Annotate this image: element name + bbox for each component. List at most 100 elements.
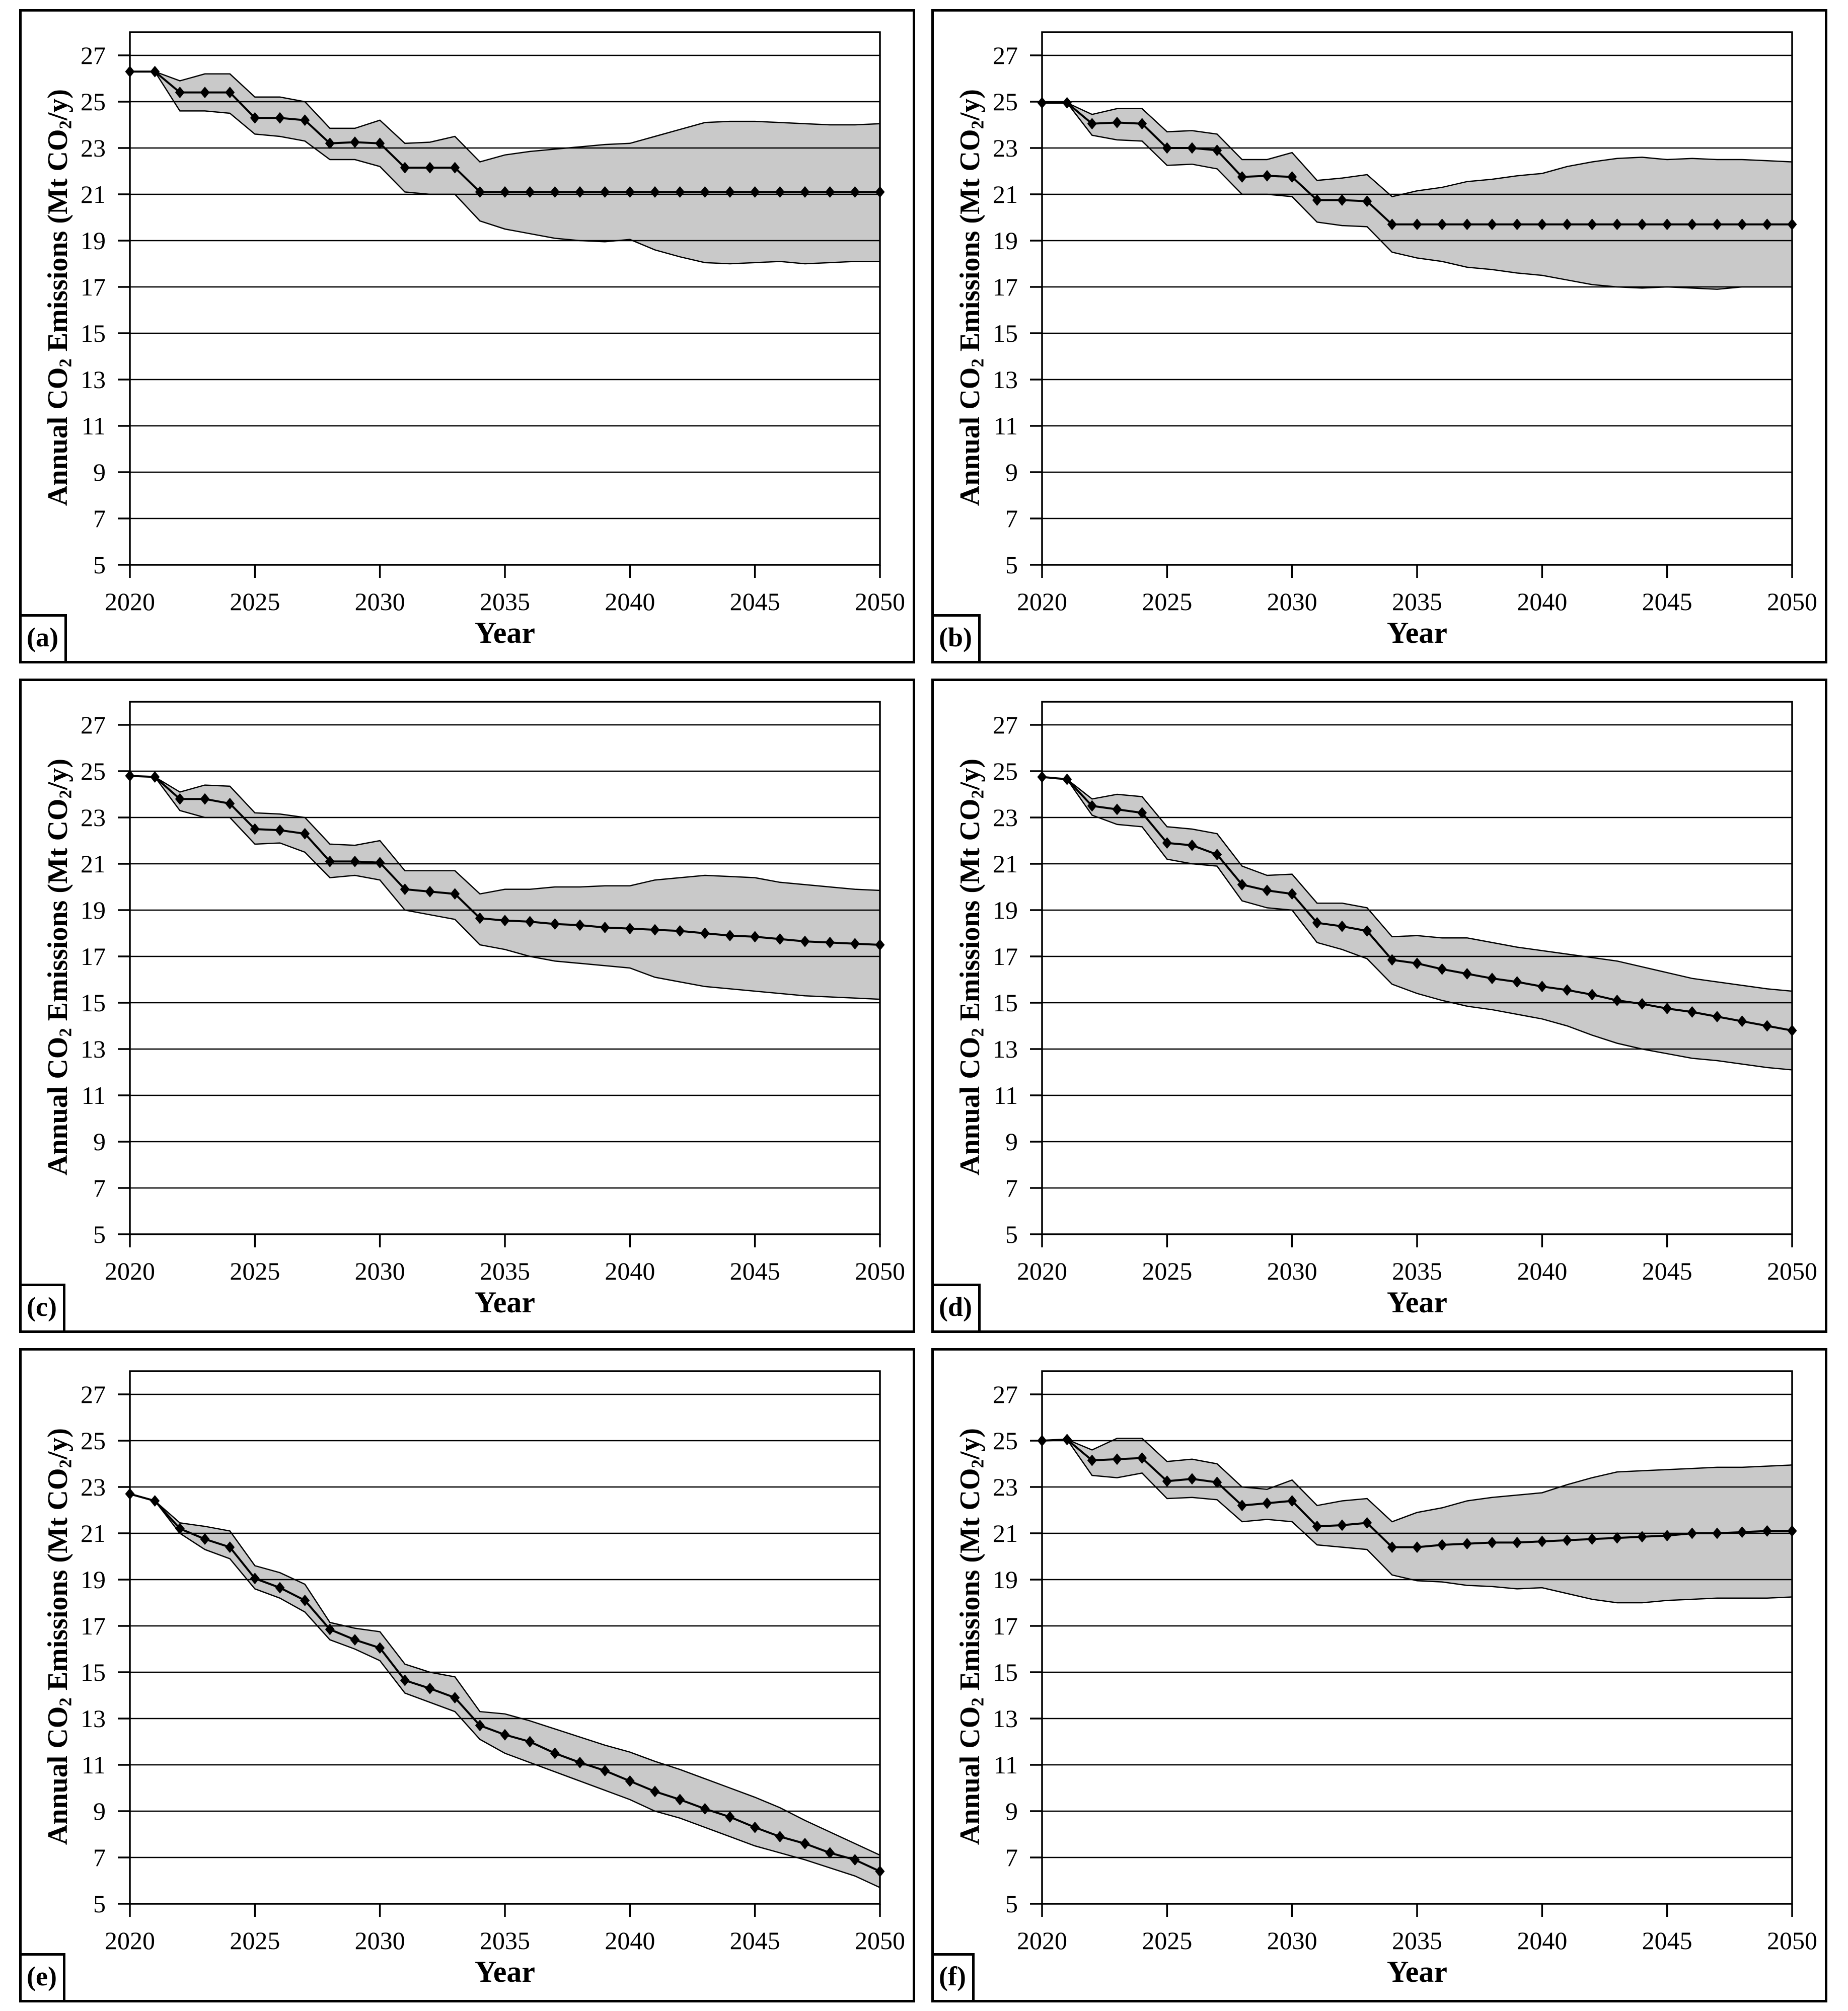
y-tick-label: 13 <box>81 1035 106 1063</box>
data-point-marker <box>1437 1539 1447 1551</box>
y-tick-label: 23 <box>81 1473 106 1501</box>
data-point-marker <box>1187 1473 1197 1485</box>
data-point-marker <box>1337 194 1347 206</box>
data-point-marker <box>875 1866 885 1878</box>
uncertainty-band <box>1042 103 1792 289</box>
co2-subscript: 2 <box>55 120 76 129</box>
data-point-marker <box>575 919 585 931</box>
y-axis-title-text: Annual CO <box>42 367 73 506</box>
data-point-marker <box>625 1775 635 1787</box>
x-axis-title: Year <box>475 1955 535 1988</box>
y-axis-title-text: Annual CO <box>954 1036 986 1176</box>
y-tick-label: 9 <box>93 1797 106 1825</box>
co2-subscript: 2 <box>968 1697 988 1706</box>
x-tick-label: 2030 <box>355 1926 405 1955</box>
y-axis-title: Annual CO2 Emissions (Mt CO2/y) <box>39 1360 77 1913</box>
y-tick-label: 17 <box>81 942 106 971</box>
data-point-marker <box>1787 218 1797 231</box>
x-tick-label: 2030 <box>1267 587 1317 616</box>
data-point-marker <box>1737 1015 1747 1027</box>
data-point-marker <box>1712 218 1722 231</box>
y-tick-label: 17 <box>81 1612 106 1640</box>
data-point-marker <box>1262 884 1272 897</box>
x-tick-label: 2035 <box>480 587 530 616</box>
x-tick-label: 2040 <box>1517 1257 1567 1285</box>
x-tick-label: 2025 <box>1142 587 1192 616</box>
y-tick-label: 5 <box>93 551 106 579</box>
data-point-marker <box>600 1765 610 1776</box>
data-point-marker <box>325 137 335 150</box>
y-tick-label: 25 <box>993 1427 1018 1455</box>
data-point-marker <box>1537 981 1547 993</box>
chart-panel-a: 5 7 9 11 13 15 17 19 21 23 25 27 2020 2025 2030 2035 204… <box>19 9 915 663</box>
data-point-marker <box>1687 1006 1697 1018</box>
y-tick-label: 13 <box>993 1035 1018 1063</box>
data-point-marker <box>400 1674 410 1686</box>
data-point-marker <box>1387 218 1397 231</box>
data-point-marker <box>1462 968 1472 980</box>
x-tick-label: 2025 <box>1142 1926 1192 1955</box>
co2-subscript: 2 <box>968 120 988 129</box>
y-axis-title-text: Annual CO <box>42 1036 73 1176</box>
co2-subscript: 2 <box>55 358 76 367</box>
data-point-marker <box>725 930 735 942</box>
data-point-marker <box>825 1847 835 1859</box>
data-point-marker <box>1437 963 1447 975</box>
y-tick-label: 13 <box>993 365 1018 394</box>
x-tick-label: 2030 <box>1267 1926 1317 1955</box>
data-point-marker <box>1037 97 1047 109</box>
data-point-marker <box>225 797 235 809</box>
band-upper-edge <box>129 775 880 895</box>
y-axis-title-text: Annual CO <box>954 1706 986 1845</box>
co2-subscript: 2 <box>968 1028 988 1037</box>
data-point-marker <box>875 186 885 198</box>
x-tick-label: 2025 <box>230 1257 280 1285</box>
panel-letter-label: (c) <box>19 1284 65 1333</box>
x-tick-label: 2020 <box>1017 587 1067 616</box>
data-point-marker <box>1387 1541 1397 1553</box>
data-point-marker <box>1062 1434 1072 1446</box>
chart-panel-d: 5 7 9 11 13 15 17 19 21 23 25 27 2020 2025 2030 2035 204… <box>931 679 1827 1333</box>
data-point-marker <box>175 793 185 805</box>
data-point-marker <box>1112 1453 1122 1465</box>
data-point-marker <box>1162 142 1172 154</box>
x-axis-title: Year <box>475 616 535 649</box>
y-tick-label: 15 <box>81 1658 106 1686</box>
y-tick-label: 11 <box>994 412 1018 440</box>
y-axis-title-text: Emissions (Mt CO <box>42 129 73 359</box>
data-point-marker <box>275 1582 285 1594</box>
data-point-marker <box>1537 1535 1547 1547</box>
y-tick-label: 23 <box>81 803 106 832</box>
data-point-marker <box>1562 1534 1572 1546</box>
x-tick-label: 2025 <box>1142 1257 1192 1285</box>
y-tick-label: 23 <box>993 134 1018 162</box>
x-tick-label: 2025 <box>230 1926 280 1955</box>
x-tick-label: 2030 <box>355 1257 405 1285</box>
data-point-marker <box>1587 989 1597 1001</box>
data-point-marker <box>675 925 685 937</box>
chart-plot-e: 5 7 9 11 13 15 17 19 21 23 25 27 2020 2025 2030 2035 204… <box>81 1370 905 1955</box>
data-point-marker <box>150 65 160 78</box>
data-point-marker <box>575 1756 585 1768</box>
data-point-marker <box>550 186 560 198</box>
co2-subscript: 2 <box>968 790 988 799</box>
x-tick-label: 2045 <box>1642 1257 1692 1285</box>
y-tick-label: 5 <box>1005 551 1018 579</box>
data-point-marker <box>450 1692 460 1704</box>
data-point-marker <box>1312 1520 1322 1532</box>
x-tick-label: 2020 <box>105 1926 155 1955</box>
data-point-marker <box>1762 1525 1772 1537</box>
band-lower-edge <box>130 70 880 265</box>
data-point-marker <box>1062 773 1072 785</box>
data-point-marker <box>475 1720 485 1732</box>
y-axis-title-text: Emissions (Mt CO <box>42 1468 73 1698</box>
y-tick-label: 5 <box>93 1890 106 1918</box>
data-point-marker <box>1512 976 1522 988</box>
band-upper-edge <box>1042 1438 1793 1523</box>
y-tick-label: 11 <box>994 1751 1018 1779</box>
data-point-marker <box>1537 218 1547 231</box>
y-tick-label: 17 <box>993 1612 1018 1640</box>
data-point-marker <box>575 186 585 198</box>
data-point-marker <box>1612 994 1622 1006</box>
data-point-marker <box>325 855 335 867</box>
